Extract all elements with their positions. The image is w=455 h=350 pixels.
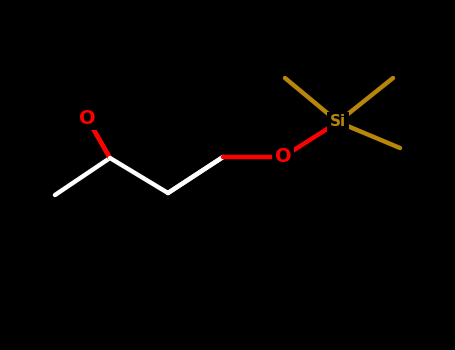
Text: O: O xyxy=(79,108,95,127)
Text: O: O xyxy=(275,147,291,167)
Text: Si: Si xyxy=(330,114,346,130)
